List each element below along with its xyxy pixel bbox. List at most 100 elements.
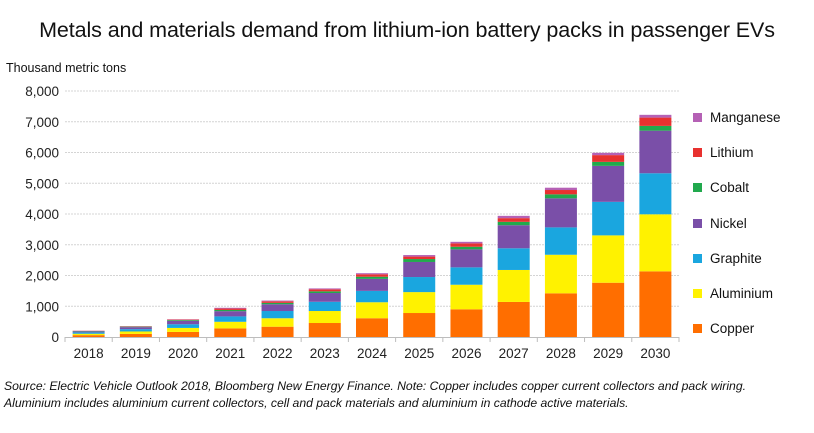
bar-stack	[450, 241, 483, 337]
bar-segment-copper	[497, 301, 530, 337]
y-axis-ticks: 0 1,000 2,000 3,000 4,000 5,000 6,000 7,000 8,00…	[25, 84, 59, 345]
bar-segment-graphite	[639, 173, 672, 215]
bar-segment-cobalt	[167, 320, 200, 321]
bar-segment-manganese	[497, 215, 530, 219]
bar-segment-copper	[639, 271, 672, 337]
bar-segment-graphite	[497, 248, 530, 270]
legend-swatch	[693, 324, 702, 334]
bar-segment-graphite	[119, 329, 152, 332]
bar-segment-nickel	[544, 198, 577, 228]
y-tick-label: 3,000	[25, 238, 59, 253]
y-axis-label: Thousand metric tons	[6, 61, 127, 75]
y-tick-label: 1,000	[25, 299, 59, 314]
bar-stack	[214, 307, 247, 337]
source-line-1: Source: Electric Vehicle Outlook 2018, B…	[4, 379, 747, 393]
x-tick-label: 2026	[451, 346, 481, 361]
bar-stack	[119, 326, 152, 337]
bar-segment-lithium	[592, 155, 625, 162]
x-axis: 2018 2019 2020 2021 2022 2023 2024 2025 2026 2027…	[64, 337, 680, 361]
legend-label: Lithium	[710, 145, 754, 161]
bar-segment-manganese	[214, 307, 247, 309]
bar-segment-aluminium	[214, 321, 247, 329]
x-tick-label: 2029	[593, 346, 623, 361]
bar-stack	[497, 215, 530, 337]
bar-segment-graphite	[167, 324, 200, 328]
bar-stack	[72, 330, 105, 337]
bar-segment-graphite	[214, 316, 247, 322]
legend-item-aluminium: Aluminium	[693, 276, 781, 311]
legend-swatch	[693, 218, 702, 228]
x-tick-label: 2019	[121, 346, 151, 361]
bar-segment-manganese	[261, 300, 294, 302]
legend-label: Cobalt	[710, 180, 750, 196]
bar-stack	[544, 187, 577, 337]
bar-segment-manganese	[450, 241, 483, 244]
x-tick-label: 2021	[215, 346, 245, 361]
bar-segment-nickel	[639, 130, 672, 174]
bar-segment-cobalt	[214, 309, 247, 312]
legend-label: Manganese	[710, 110, 781, 126]
bar-segment-cobalt	[403, 259, 436, 262]
chart-plot-area: 0 1,000 2,000 3,000 4,000 5,000 6,000 7,000 8,00…	[25, 84, 680, 361]
bar-segment-graphite	[356, 290, 388, 303]
bar-segment-manganese	[544, 187, 577, 191]
bar-stack	[261, 300, 294, 337]
bar-segment-copper	[544, 293, 577, 337]
bar-segment-copper	[592, 282, 625, 337]
bar-segment-copper	[214, 328, 247, 337]
bar-segment-graphite	[308, 301, 341, 312]
bar-segment-copper	[261, 326, 294, 337]
legend-item-copper: Copper	[693, 311, 781, 346]
x-tick-label: 2024	[357, 346, 388, 361]
bar-stack	[356, 273, 388, 337]
bar-segment-aluminium	[261, 318, 294, 327]
legend-item-nickel: Nickel	[693, 206, 781, 241]
bar-stack	[167, 319, 200, 337]
bar-segment-graphite	[544, 227, 577, 255]
bar-segment-cobalt	[592, 161, 625, 166]
bar-segment-nickel	[119, 327, 152, 330]
bar-segment-manganese	[592, 152, 625, 156]
bar-segment-graphite	[592, 201, 625, 236]
bar-segment-lithium	[356, 274, 388, 277]
bar-segment-nickel	[72, 331, 105, 333]
bar-segment-nickel	[403, 261, 436, 278]
y-tick-label: 4,000	[25, 207, 59, 222]
bar-segment-cobalt	[450, 246, 483, 250]
bar-segment-manganese	[308, 288, 341, 290]
bar-stack	[403, 255, 436, 337]
source-note: Source: Electric Vehicle Outlook 2018, B…	[4, 378, 814, 412]
bar-segment-aluminium	[592, 235, 625, 283]
legend: Manganese Lithium Cobalt Nickel Graphite Alum…	[693, 100, 781, 346]
source-line-2: Aluminium includes aluminium current col…	[4, 396, 629, 410]
x-tick-label: 2025	[404, 346, 434, 361]
x-tick-label: 2023	[310, 346, 340, 361]
y-tick-label: 6,000	[25, 146, 59, 161]
legend-label: Copper	[710, 321, 755, 337]
bar-segment-aluminium	[167, 327, 200, 332]
bar-segment-cobalt	[639, 125, 672, 131]
legend-swatch	[693, 289, 702, 299]
bar-segment-aluminium	[639, 214, 672, 272]
bar-segment-aluminium	[72, 333, 105, 336]
bar-segment-copper	[72, 335, 105, 337]
bar-segment-aluminium	[497, 269, 530, 302]
y-tick-label: 0	[51, 330, 59, 345]
bar-segment-copper	[119, 333, 152, 337]
bar-segment-copper	[167, 331, 200, 337]
legend-item-lithium: Lithium	[693, 135, 781, 170]
bar-segment-nickel	[356, 278, 388, 291]
bar-segment-aluminium	[450, 284, 483, 310]
x-tick-label: 2020	[168, 346, 198, 361]
x-tick-label: 2022	[263, 346, 293, 361]
bar-segment-aluminium	[356, 302, 388, 319]
bar-segment-nickel	[450, 249, 483, 268]
bar-segment-cobalt	[544, 194, 577, 199]
bar-segment-lithium	[167, 319, 200, 321]
x-tick-label: 2030	[640, 346, 670, 361]
bar-segment-nickel	[214, 311, 247, 317]
legend-item-graphite: Graphite	[693, 241, 781, 276]
bar-segment-nickel	[261, 304, 294, 312]
bar-segment-manganese	[403, 255, 436, 257]
bar-segment-aluminium	[403, 292, 436, 314]
